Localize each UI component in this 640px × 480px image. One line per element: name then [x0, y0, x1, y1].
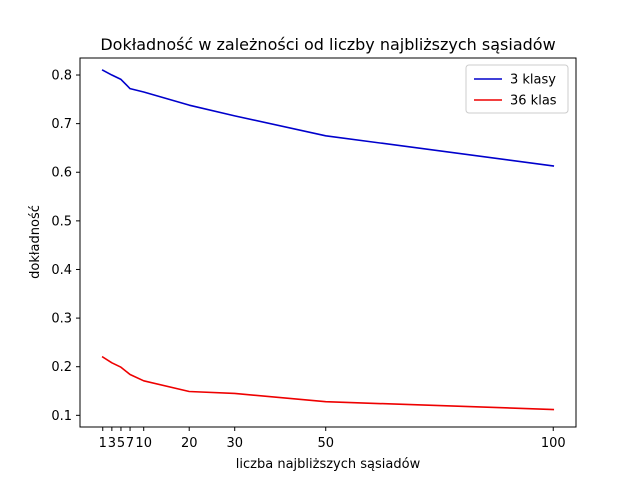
x-tick-label: 100 — [541, 436, 566, 451]
x-tick-label: 5 — [117, 436, 125, 451]
legend-label-2: 36 klas — [510, 94, 557, 109]
chart-title: Dokładność w zależności od liczby najbli… — [100, 35, 555, 54]
y-axis-label: dokładność — [28, 205, 43, 279]
series-layer — [101, 69, 555, 411]
y-tick-label: 0.1 — [51, 409, 72, 424]
x-tick-label: 1 — [99, 436, 107, 451]
x-tick-label: 3 — [108, 436, 116, 451]
y-tick-label: 0.2 — [51, 360, 72, 375]
x-tick-label: 20 — [181, 436, 198, 451]
x-tick-label: 10 — [135, 436, 152, 451]
y-tick-label: 0.3 — [51, 312, 72, 327]
x-tick-label: 30 — [226, 436, 243, 451]
y-tick-label: 0.6 — [51, 166, 72, 181]
y-tick-label: 0.8 — [51, 69, 72, 84]
x-tick-label: 50 — [317, 436, 334, 451]
legend-box — [465, 64, 569, 114]
plot-frame — [79, 57, 577, 428]
series-line-1 — [101, 69, 555, 167]
series-line-2 — [101, 355, 555, 411]
legend: 3 klasy 36 klas — [465, 64, 569, 114]
legend-label-1: 3 klasy — [510, 73, 556, 88]
y-axis: 0.1 0.2 0.3 0.4 0.5 0.6 0.7 0.8 — [51, 69, 80, 424]
x-axis: 1 3 5 7 10 20 30 50 100 — [99, 427, 566, 451]
x-tick-label: 7 — [126, 436, 134, 451]
y-tick-label: 0.4 — [51, 263, 72, 278]
y-tick-label: 0.5 — [51, 214, 72, 229]
x-axis-label: liczba najbliższych sąsiadów — [236, 457, 421, 472]
y-tick-label: 0.7 — [51, 117, 72, 132]
